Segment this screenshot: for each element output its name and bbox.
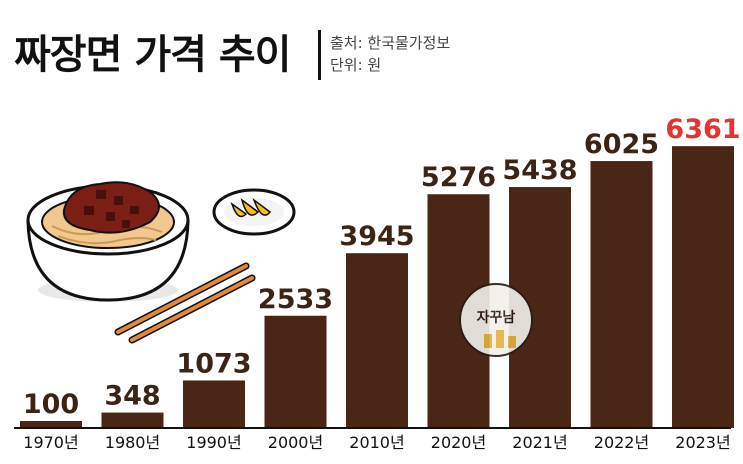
chart-title: 짜장면 가격 추이 <box>14 32 291 78</box>
value-label-2023년: 6361 <box>665 114 740 145</box>
bar-2023년 <box>672 146 734 429</box>
unit-label: 단위: 원 <box>330 56 382 74</box>
value-label-2021년: 5438 <box>502 155 577 186</box>
value-label-2022년: 6025 <box>584 129 659 160</box>
value-label-2010년: 3945 <box>339 221 414 252</box>
watermark: 자꾸남 <box>459 283 533 357</box>
coin-stack-icon <box>484 334 492 348</box>
x-tick-2021년: 2021년 <box>512 433 567 452</box>
bar-2000년 <box>264 315 327 428</box>
watermark-text: 자꾸남 <box>477 309 516 326</box>
source-label: 출처: 한국물가정보 <box>330 34 451 52</box>
x-tick-1970년: 1970년 <box>23 433 78 452</box>
pickled-radish-dish-icon <box>212 188 296 236</box>
bar-1980년 <box>101 412 164 428</box>
title-divider <box>318 30 321 80</box>
x-tick-2010년: 2010년 <box>349 433 404 452</box>
noodle-bowl-icon <box>26 181 190 302</box>
x-tick-1980년: 1980년 <box>105 433 160 452</box>
bar-1990년 <box>183 380 245 428</box>
value-label-2020년: 5276 <box>421 162 496 193</box>
bar-2010년 <box>346 253 408 428</box>
x-tick-1990년: 1990년 <box>186 433 241 452</box>
value-label-2000년: 2533 <box>258 284 333 315</box>
value-label-1970년: 100 <box>23 389 79 420</box>
bar-1970년 <box>20 421 82 428</box>
value-label-1980년: 348 <box>104 381 160 412</box>
chopsticks-icon <box>114 262 256 344</box>
x-tick-2023년: 2023년 <box>675 433 730 452</box>
bars-group <box>20 146 734 429</box>
value-label-1990년: 1073 <box>176 348 251 379</box>
x-tick-2000년: 2000년 <box>268 433 323 452</box>
bar-2022년 <box>590 161 653 429</box>
x-tick-2022년: 2022년 <box>594 433 649 452</box>
x-tick-labels-group: 1970년 1980년 1990년 2000년 2010년 2020년 2021년 2022년… <box>23 433 730 452</box>
chart-meta: 출처: 한국물가정보 단위: 원 <box>330 32 450 76</box>
x-tick-2020년: 2020년 <box>431 433 486 452</box>
